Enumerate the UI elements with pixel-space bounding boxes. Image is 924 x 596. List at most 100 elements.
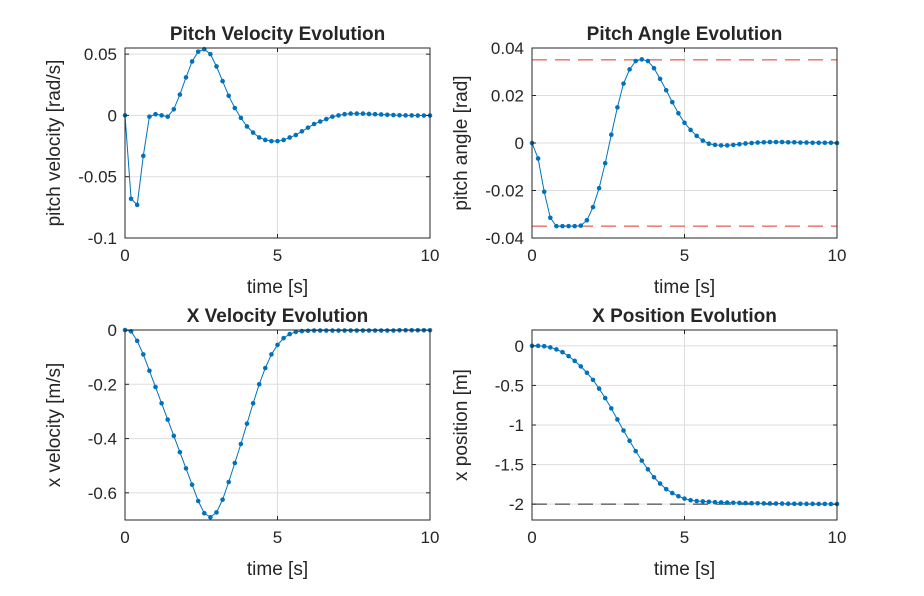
data-point xyxy=(317,328,323,333)
data-point xyxy=(226,93,231,99)
x-tick-label: 5 xyxy=(273,246,282,265)
data-point xyxy=(317,119,323,124)
data-point xyxy=(208,514,213,520)
data-point xyxy=(602,160,608,166)
data-point xyxy=(651,65,657,71)
data-point xyxy=(202,510,207,516)
data-point xyxy=(263,365,268,371)
x-tick-label: 0 xyxy=(120,246,129,265)
data-point xyxy=(578,364,584,369)
data-point xyxy=(189,59,195,64)
data-point xyxy=(657,76,663,82)
y-tick-label: 0 xyxy=(515,134,524,153)
chart-title: Pitch Angle Evolution xyxy=(587,24,783,45)
data-point xyxy=(342,111,347,117)
data-point xyxy=(718,500,724,505)
data-point xyxy=(773,139,779,145)
x-axis-label: time [s] xyxy=(247,559,308,580)
y-tick-label: 0.04 xyxy=(491,39,524,58)
data-point xyxy=(311,328,317,333)
data-point xyxy=(134,338,140,344)
data-point xyxy=(330,328,335,333)
y-axis-label: pitch velocity [rad/s] xyxy=(44,60,65,227)
data-point xyxy=(324,328,329,333)
y-axis-label: x velocity [m/s] xyxy=(44,363,65,488)
data-point xyxy=(663,87,669,93)
data-point xyxy=(694,498,699,504)
data-point xyxy=(749,500,754,506)
data-point xyxy=(816,501,821,507)
data-point xyxy=(731,500,736,506)
data-point xyxy=(566,353,571,359)
data-point xyxy=(366,328,372,333)
data-point xyxy=(767,501,773,506)
data-point xyxy=(299,129,305,134)
data-point xyxy=(731,142,736,148)
data-point xyxy=(621,428,626,433)
data-point xyxy=(391,328,396,333)
data-point xyxy=(566,223,571,229)
y-tick-label: -0.02 xyxy=(485,182,524,201)
data-point xyxy=(602,395,608,401)
data-point xyxy=(238,115,244,121)
data-point xyxy=(792,501,797,507)
data-point xyxy=(409,113,415,118)
data-point xyxy=(657,481,663,486)
data-point xyxy=(348,328,354,333)
data-point xyxy=(378,112,384,117)
data-point xyxy=(724,500,730,505)
data-point xyxy=(385,328,390,333)
data-point xyxy=(828,501,834,507)
data-point xyxy=(336,113,341,118)
data-point xyxy=(590,204,596,210)
y-axis-label: x position [m] xyxy=(451,369,472,481)
data-point xyxy=(324,116,329,122)
chart-title: X Velocity Evolution xyxy=(187,306,369,327)
panel-x-velocity-evolution: 0 5 10 -0.6 -0.4 -0.2 0 X Velocity Evolution tim… xyxy=(44,306,439,580)
data-point xyxy=(421,113,427,118)
data-point xyxy=(159,400,164,406)
data-point xyxy=(256,135,262,140)
data-point xyxy=(706,499,712,505)
data-point xyxy=(354,328,360,333)
data-point xyxy=(737,141,742,147)
data-point xyxy=(700,138,706,143)
data-point xyxy=(761,501,767,506)
data-point xyxy=(275,138,280,144)
x-tick-label: 0 xyxy=(527,246,536,265)
data-point xyxy=(749,140,754,146)
data-point xyxy=(269,138,274,144)
data-point xyxy=(755,501,760,506)
data-point xyxy=(385,112,390,118)
data-point xyxy=(244,124,250,129)
data-point xyxy=(688,127,693,133)
data-point xyxy=(712,142,718,148)
data-point xyxy=(250,400,256,406)
data-point xyxy=(676,493,681,499)
data-point xyxy=(147,114,152,119)
data-point xyxy=(281,137,286,143)
data-point xyxy=(287,135,293,140)
data-point xyxy=(348,111,354,116)
y-tick-label: -0.2 xyxy=(88,375,117,394)
data-point xyxy=(779,501,785,506)
data-point xyxy=(560,349,565,355)
data-point xyxy=(366,111,372,117)
data-point xyxy=(700,499,706,504)
x-tick-label: 5 xyxy=(680,246,689,265)
data-point xyxy=(299,328,305,334)
data-point xyxy=(535,343,541,349)
data-point xyxy=(177,449,183,455)
data-point xyxy=(755,140,760,145)
data-point xyxy=(712,499,718,505)
data-point xyxy=(141,153,146,159)
y-tick-label: 0 xyxy=(108,321,117,340)
data-point xyxy=(391,112,396,118)
data-point xyxy=(670,490,675,496)
data-point xyxy=(810,501,815,507)
data-point xyxy=(633,448,638,454)
data-point xyxy=(378,328,384,333)
data-point xyxy=(141,352,146,357)
data-point xyxy=(743,141,748,146)
y-tick-label: 0.02 xyxy=(491,87,524,106)
